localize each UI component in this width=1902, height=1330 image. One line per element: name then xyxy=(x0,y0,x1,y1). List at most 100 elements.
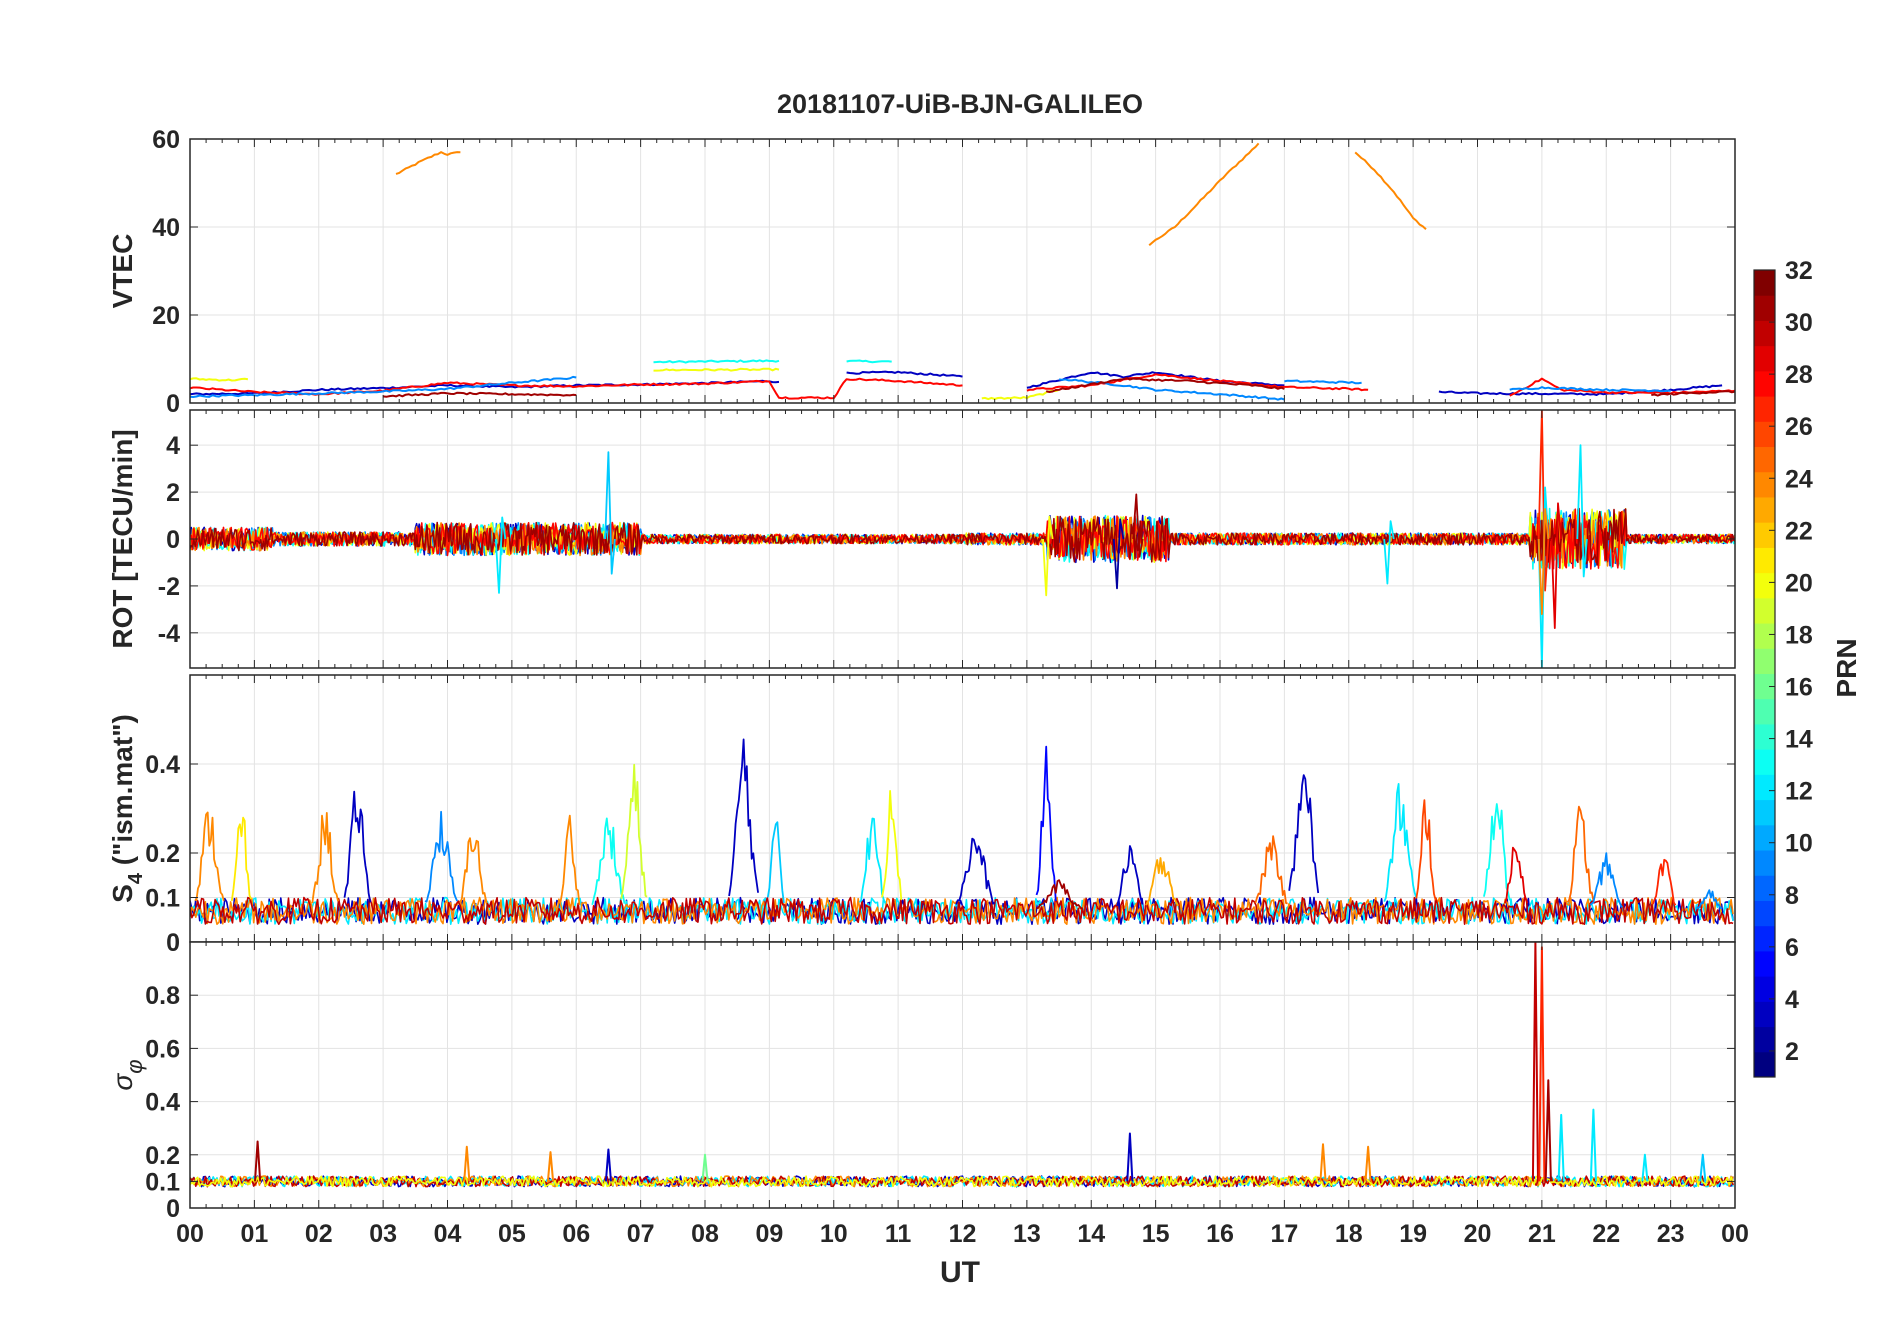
y-tick-label: 0.1 xyxy=(145,1168,180,1196)
y-tick-label: 2 xyxy=(166,479,180,507)
x-tick-label: 13 xyxy=(1013,1220,1041,1248)
series-line-prn-20 xyxy=(653,367,780,372)
panel-s4: 0 0.1 0.2 0.4S4 ("ism.mat") xyxy=(107,674,1736,957)
colorbar-swatch xyxy=(1754,547,1775,574)
colorbar-tick-label: 4 xyxy=(1785,986,1799,1014)
colorbar-swatch xyxy=(1754,597,1775,624)
series-line-prn-12 xyxy=(1383,520,1395,585)
y-tick-label: 20 xyxy=(152,302,180,330)
series-line-prn-24 xyxy=(546,1151,555,1182)
series-line-prn-3 xyxy=(343,790,372,903)
y-tick-label: 0.4 xyxy=(145,751,180,779)
series-line-prn-5 xyxy=(1035,745,1057,902)
colorbar-swatch xyxy=(1754,496,1775,523)
series-line-prn-20 xyxy=(190,377,249,382)
colorbar-swatch xyxy=(1754,648,1775,674)
series-line-prn-13 xyxy=(846,359,892,364)
series-line-prn-24 xyxy=(1364,1145,1372,1182)
colorbar-swatch xyxy=(1754,774,1775,801)
colorbar-tick-label: 22 xyxy=(1785,517,1813,545)
y-tick-label: 0.1 xyxy=(145,885,180,913)
series-line-prn-29 xyxy=(1504,846,1529,904)
series-line-prn-12 xyxy=(1641,1153,1649,1182)
x-tick-label: 03 xyxy=(369,1220,397,1248)
colorbar-swatch xyxy=(1754,1001,1775,1028)
colorbar-swatch xyxy=(1754,345,1775,372)
colorbar-swatch xyxy=(1754,698,1775,725)
series-line-prn-24 xyxy=(1148,142,1260,247)
colorbar-swatch xyxy=(1754,446,1775,473)
series-line-prn-19 xyxy=(620,763,648,900)
x-axis-label: UT xyxy=(940,1256,980,1289)
x-tick-label: 05 xyxy=(498,1220,526,1248)
figure-title: 20181107-UiB-BJN-GALILEO xyxy=(777,89,1143,119)
x-tick-label: 09 xyxy=(755,1220,783,1248)
colorbar-tick-label: 32 xyxy=(1785,257,1813,285)
series-line-prn-31 xyxy=(190,507,1735,567)
series-line-prn-20 xyxy=(190,1175,1734,1188)
colorbar-tick-label: 16 xyxy=(1785,674,1813,702)
series-line-prn-25 xyxy=(1254,835,1288,905)
x-tick-label: 22 xyxy=(1592,1220,1620,1248)
series-line-prn-12 xyxy=(1557,1113,1565,1182)
series-line-prn-20 xyxy=(1042,515,1054,597)
series-line-prn-31 xyxy=(1132,493,1144,558)
x-tick-label: 00 xyxy=(176,1220,204,1248)
series-line-prn-24 xyxy=(459,837,487,904)
colorbar-tick-label: 26 xyxy=(1785,413,1813,441)
colorbar-swatch xyxy=(1754,900,1775,927)
x-tick-label: 00 xyxy=(1721,1220,1749,1248)
series-line-prn-24 xyxy=(463,1145,471,1182)
colorbar-tick-label: 8 xyxy=(1785,882,1799,910)
colorbar-swatch xyxy=(1754,623,1775,649)
colorbar-swatch xyxy=(1754,950,1775,977)
y-tick-label: 0 xyxy=(166,526,180,554)
colorbar-swatch xyxy=(1754,723,1775,750)
series-line-prn-31 xyxy=(1544,1079,1552,1182)
series-line-prn-30 xyxy=(190,896,1734,926)
series-line-prn-31 xyxy=(1036,879,1083,910)
y-tick-label: 60 xyxy=(152,126,180,154)
colorbar-swatch xyxy=(1754,925,1775,952)
series-line-prn-3 xyxy=(1288,774,1320,894)
x-tick-label: 14 xyxy=(1077,1220,1105,1248)
colorbar-tick-label: 14 xyxy=(1785,726,1813,754)
series-line-prn-12 xyxy=(494,516,507,594)
series-line-prn-3 xyxy=(1438,384,1723,396)
series-line-prn-9 xyxy=(1695,889,1723,910)
series-line-prn-31 xyxy=(1045,377,1285,393)
colorbar-swatch xyxy=(1754,824,1775,851)
x-tick-label: 16 xyxy=(1206,1220,1234,1248)
series-line-prn-3 xyxy=(728,738,759,897)
y-tick-label: 0 xyxy=(166,1195,180,1223)
y-tick-label: 40 xyxy=(152,214,180,242)
x-tick-label: 01 xyxy=(240,1220,268,1248)
series-line-prn-24 xyxy=(395,151,461,175)
series-line-prn-16 xyxy=(701,1153,709,1182)
series-line-prn-30 xyxy=(1531,942,1539,1182)
colorbar-swatch xyxy=(1754,522,1775,548)
series-line-prn-24 xyxy=(190,896,1734,926)
series-line-prn-24 xyxy=(1537,508,1550,615)
colorbar-swatch xyxy=(1754,673,1775,700)
colorbar-swatch xyxy=(1754,749,1775,775)
colorbar-tick-label: 20 xyxy=(1785,569,1813,597)
series-line-prn-9 xyxy=(1509,386,1671,393)
y-tick-label: 4 xyxy=(166,432,180,460)
x-tick-label: 11 xyxy=(885,1220,912,1248)
series-line-prn-27 xyxy=(1537,410,1550,592)
series-line-prn-12 xyxy=(1383,783,1418,902)
x-tick-label: 17 xyxy=(1270,1220,1298,1248)
series-line-prn-27 xyxy=(1652,858,1677,906)
x-tick-label: 07 xyxy=(627,1220,655,1248)
x-tick-label: 04 xyxy=(434,1220,462,1248)
series-line-prn-9 xyxy=(424,810,459,903)
series-line-prn-2 xyxy=(1112,518,1125,590)
x-tick-label: 02 xyxy=(305,1220,333,1248)
series-line-prn-11 xyxy=(1699,1153,1707,1182)
colorbar-swatch xyxy=(1754,875,1775,901)
panel-vtec: 0 20 40 60 VTEC xyxy=(107,126,1736,418)
x-tick-label: 12 xyxy=(949,1220,977,1248)
